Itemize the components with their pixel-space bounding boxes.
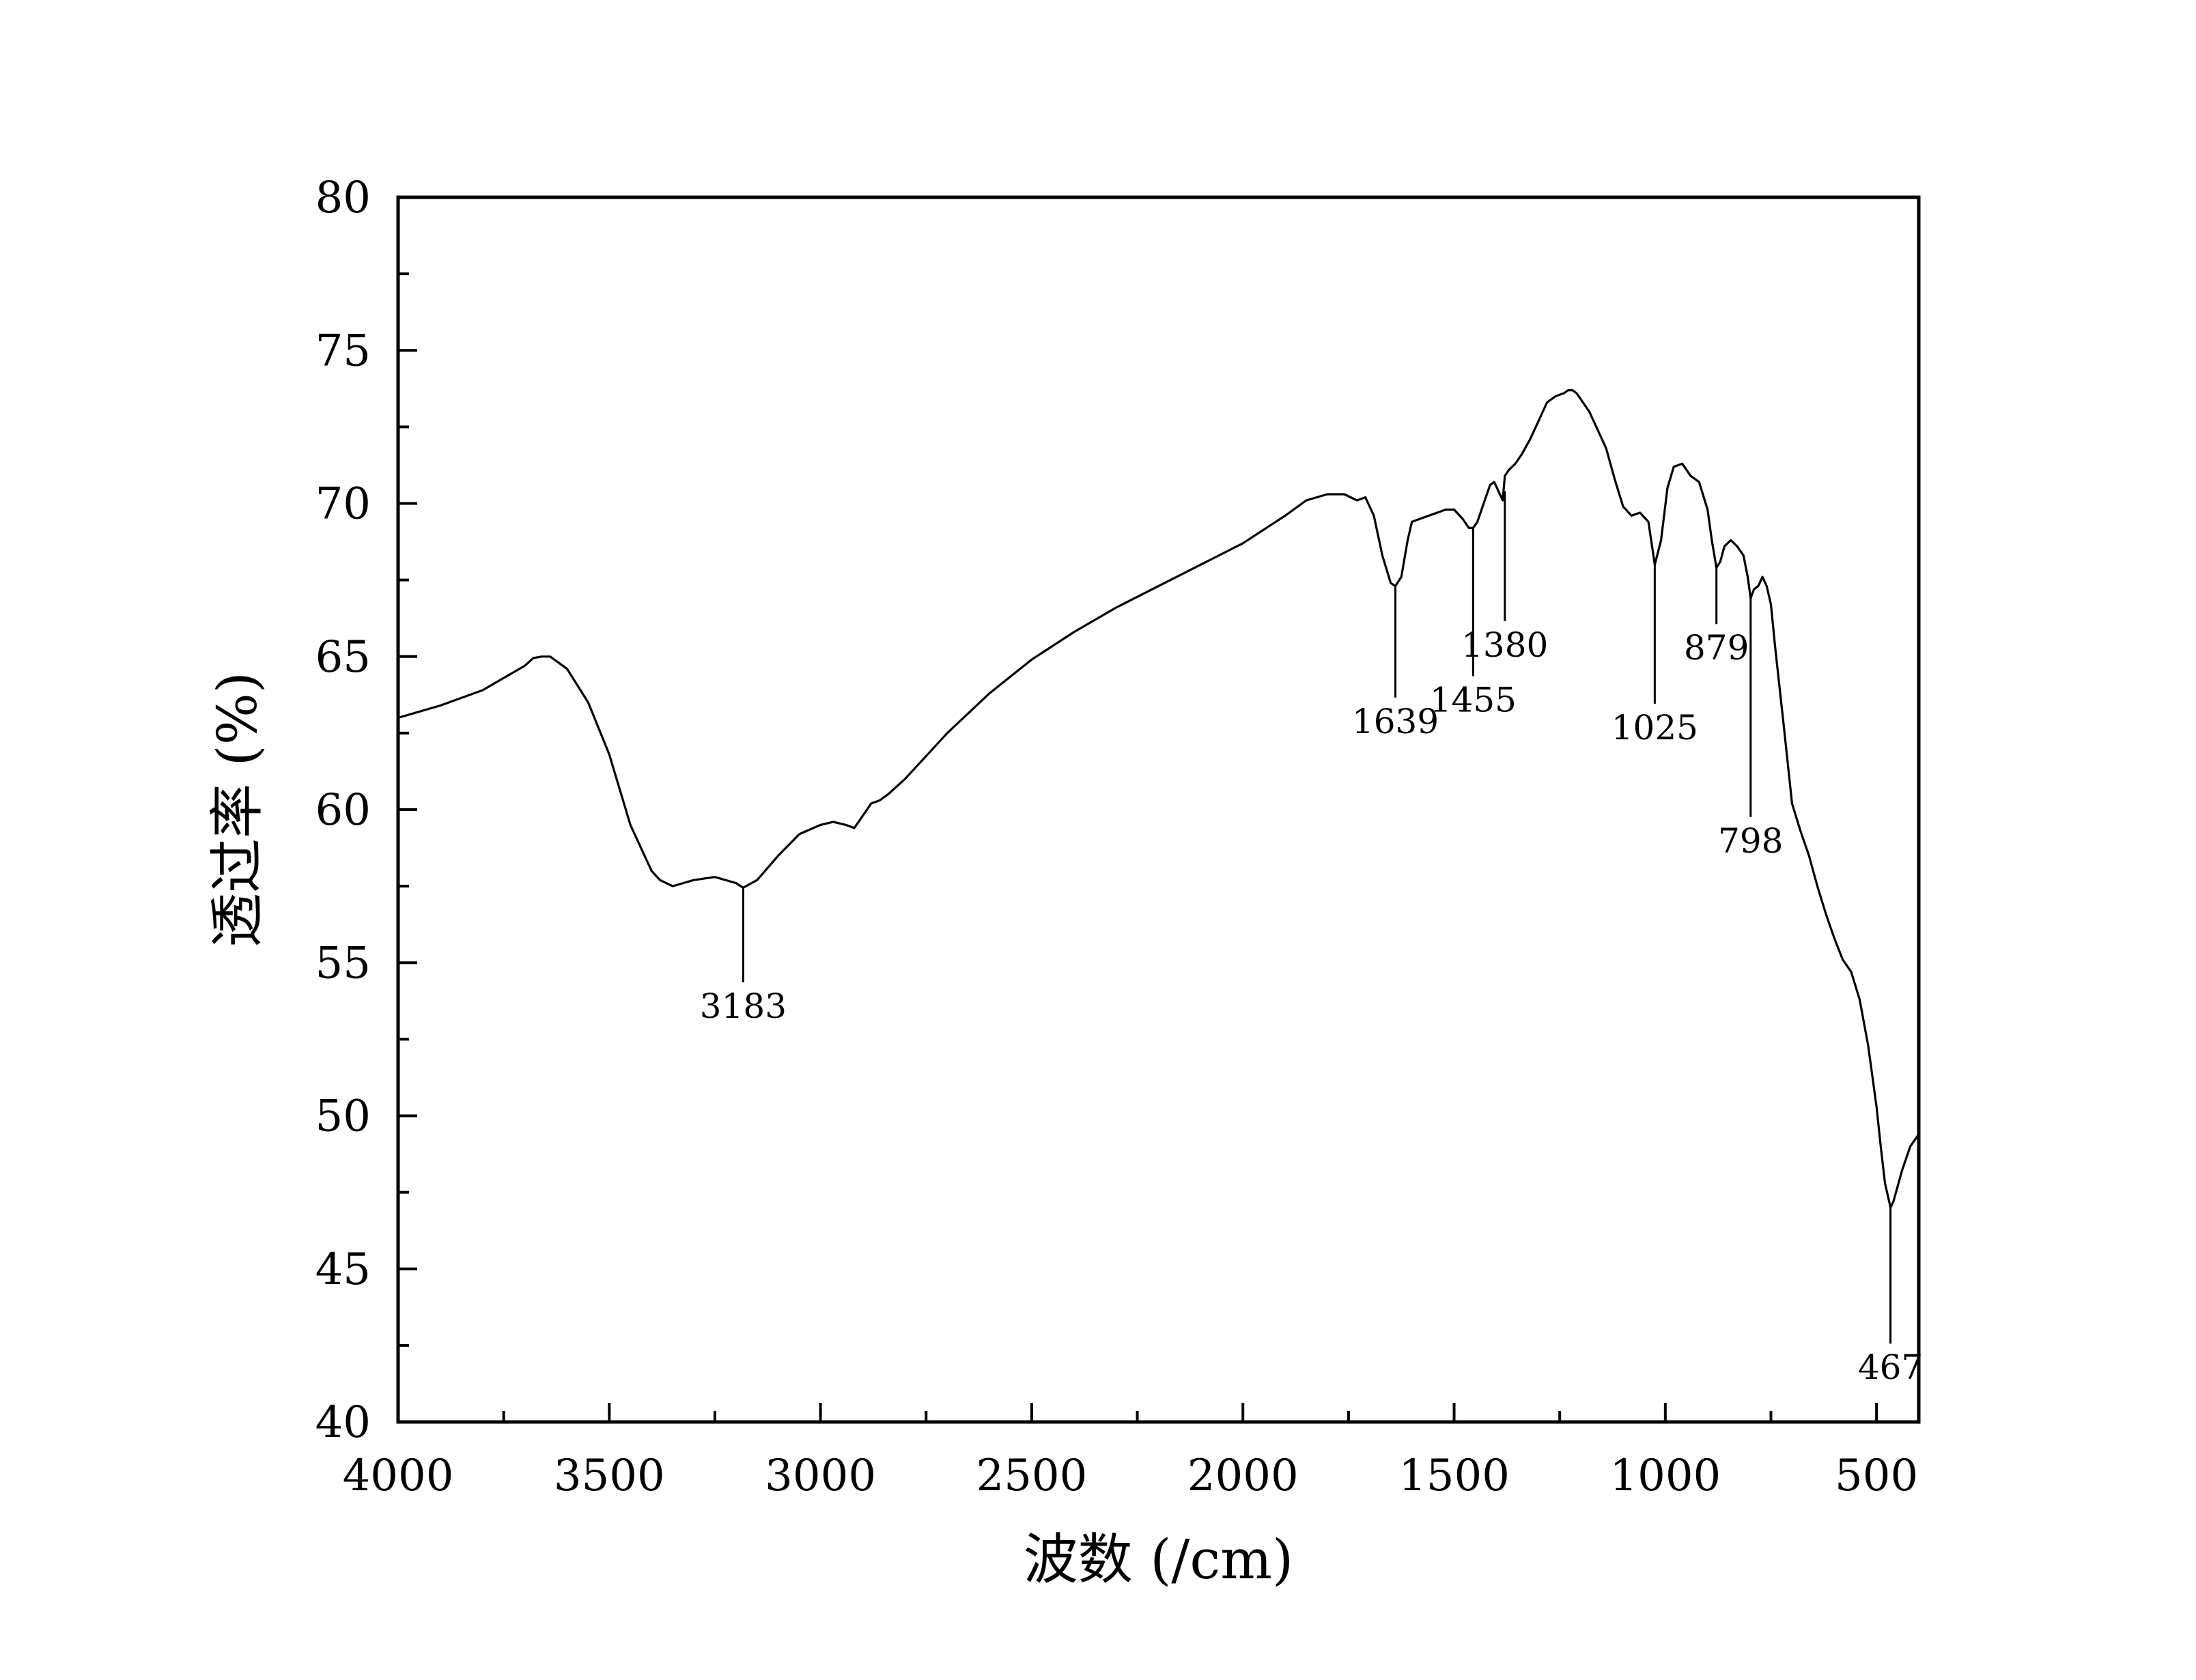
y-axis-title: 透过率 (%) bbox=[206, 672, 269, 948]
y-tick-label: 75 bbox=[315, 326, 371, 376]
peak-marker-lines bbox=[742, 491, 1892, 1344]
peak-label: 1639 bbox=[1352, 702, 1439, 741]
x-tick-label: 2500 bbox=[976, 1451, 1087, 1501]
x-tick-label: 1000 bbox=[1609, 1451, 1721, 1501]
x-axis-title: 波数 (/cm) bbox=[1024, 1528, 1293, 1591]
peak-label: 879 bbox=[1684, 628, 1749, 668]
y-tick-label: 80 bbox=[315, 173, 371, 223]
x-tick-label: 2000 bbox=[1187, 1451, 1299, 1501]
peak-label: 1455 bbox=[1430, 680, 1517, 720]
x-tick-label: 1500 bbox=[1398, 1451, 1510, 1501]
y-tick-label: 40 bbox=[315, 1397, 371, 1448]
peak-label: 3183 bbox=[700, 986, 787, 1026]
y-tick-label: 50 bbox=[315, 1092, 371, 1142]
peak-label: 1380 bbox=[1461, 625, 1548, 665]
x-tick-label: 3500 bbox=[554, 1451, 665, 1501]
x-tick-label: 3000 bbox=[765, 1451, 876, 1501]
peak-label: 1025 bbox=[1611, 708, 1698, 748]
peak-label: 798 bbox=[1718, 821, 1783, 861]
peak-label: 467 bbox=[1858, 1348, 1923, 1387]
x-tick-label: 4000 bbox=[343, 1451, 454, 1501]
y-tick-label: 45 bbox=[315, 1244, 371, 1295]
x-axis: 4000 3500 3000 2500 2000 1500 1000 500 bbox=[343, 1403, 1918, 1501]
y-tick-label: 60 bbox=[315, 785, 371, 836]
y-axis: 40 45 50 55 60 65 70 75 80 bbox=[315, 173, 417, 1448]
y-tick-label: 70 bbox=[315, 479, 371, 530]
y-tick-label: 65 bbox=[315, 632, 371, 683]
y-tick-label: 55 bbox=[315, 938, 371, 988]
x-tick-label: 500 bbox=[1835, 1451, 1918, 1501]
spectrum-line bbox=[397, 389, 1920, 1209]
